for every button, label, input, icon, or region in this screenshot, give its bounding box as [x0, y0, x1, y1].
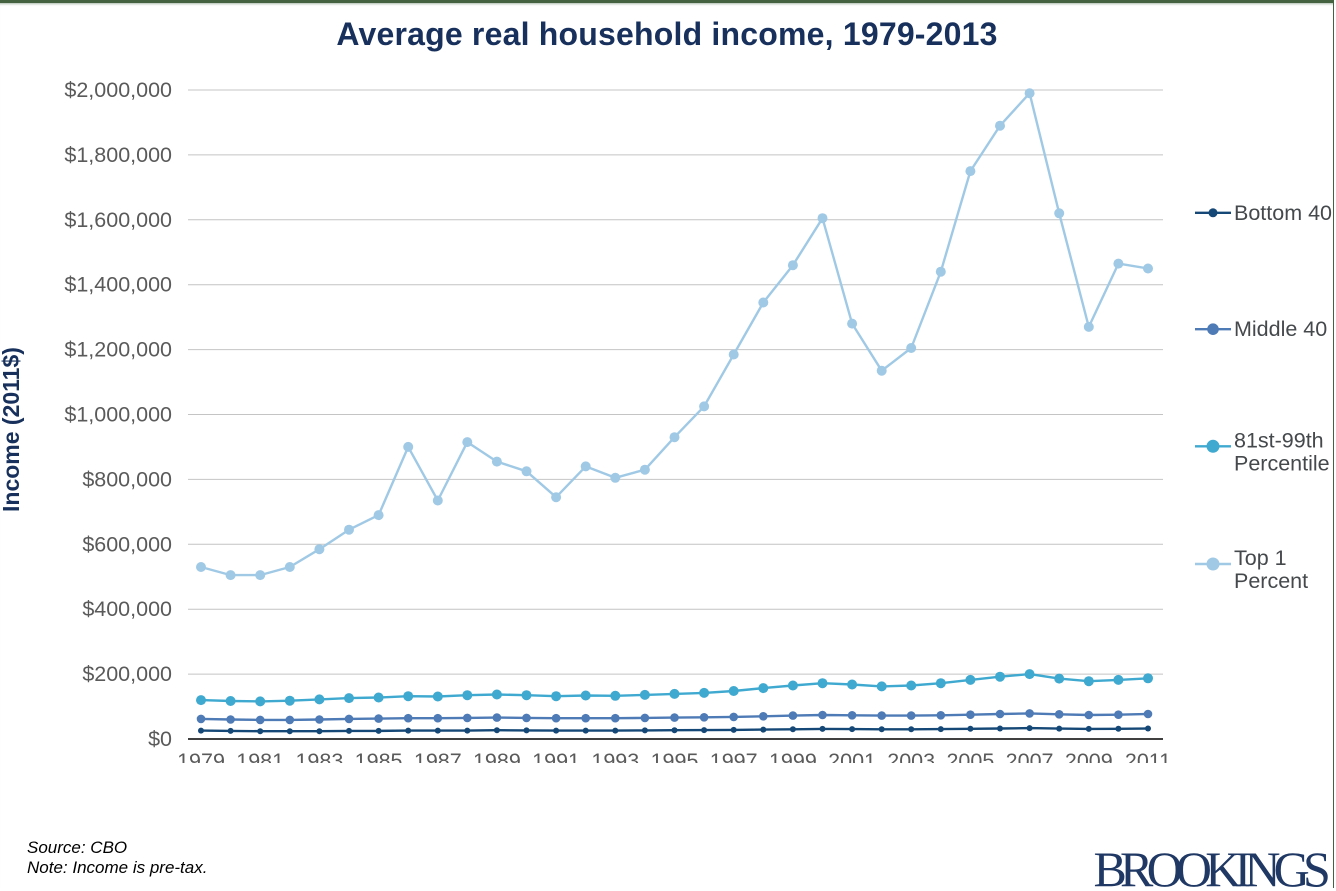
- svg-text:$1,400,000: $1,400,000: [64, 273, 172, 297]
- svg-text:2003: 2003: [887, 749, 935, 763]
- svg-text:$1,000,000: $1,000,000: [64, 403, 172, 427]
- svg-text:Percent: Percent: [1234, 569, 1308, 593]
- svg-text:$1,200,000: $1,200,000: [64, 338, 172, 362]
- svg-text:$1,600,000: $1,600,000: [64, 208, 172, 232]
- svg-text:2009: 2009: [1065, 749, 1113, 763]
- svg-text:Bottom 40: Bottom 40: [1234, 201, 1332, 225]
- svg-text:2001: 2001: [828, 749, 876, 763]
- svg-text:2005: 2005: [946, 749, 994, 763]
- svg-text:$0: $0: [148, 727, 172, 751]
- svg-text:1991: 1991: [532, 749, 580, 763]
- svg-text:1985: 1985: [355, 749, 403, 763]
- svg-text:Percentile: Percentile: [1234, 451, 1330, 475]
- svg-text:2007: 2007: [1006, 749, 1054, 763]
- svg-text:1999: 1999: [769, 749, 817, 763]
- svg-text:Middle 40: Middle 40: [1234, 317, 1327, 341]
- svg-text:1997: 1997: [710, 749, 758, 763]
- svg-text:$200,000: $200,000: [82, 662, 172, 686]
- svg-text:$400,000: $400,000: [82, 597, 172, 621]
- svg-text:$600,000: $600,000: [82, 532, 172, 556]
- svg-text:$800,000: $800,000: [82, 467, 172, 491]
- svg-text:Top 1: Top 1: [1234, 546, 1287, 570]
- svg-text:1993: 1993: [591, 749, 639, 763]
- svg-text:1995: 1995: [651, 749, 699, 763]
- svg-text:1981: 1981: [236, 749, 284, 763]
- svg-text:81st-99th: 81st-99th: [1234, 428, 1324, 452]
- svg-text:2011: 2011: [1125, 749, 1171, 763]
- svg-text:1989: 1989: [473, 749, 521, 763]
- svg-text:$1,800,000: $1,800,000: [64, 143, 172, 167]
- svg-text:1983: 1983: [295, 749, 343, 763]
- svg-text:$2,000,000: $2,000,000: [64, 78, 172, 102]
- svg-text:1979: 1979: [177, 749, 225, 763]
- svg-text:1987: 1987: [414, 749, 462, 763]
